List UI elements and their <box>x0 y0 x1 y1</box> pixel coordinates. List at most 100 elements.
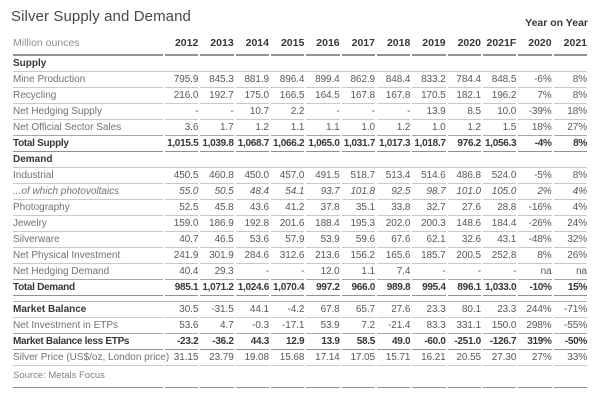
cell-value: 985.1 <box>165 280 199 296</box>
cell-value: 450.0 <box>235 168 269 184</box>
spacer-cell <box>13 296 587 302</box>
section-row: Demand <box>13 152 587 168</box>
cell-value: 8% <box>553 88 587 104</box>
cell-value: 27.6 <box>376 302 410 318</box>
cell-value: 101.0 <box>447 184 481 200</box>
cell-value: 845.3 <box>200 72 234 88</box>
table-row: Net Physical Investment 241.9 301.9 284.6 31… <box>13 248 587 264</box>
cell-value: 55.0 <box>165 184 198 200</box>
cell-value: -26% <box>518 216 552 232</box>
table-row: Net Investment in ETPs 53.6 4.7 -0.3 -17.1 53… <box>13 318 587 334</box>
cell-value: -71% <box>553 302 587 318</box>
column-header: 2016 <box>306 35 340 56</box>
cell-value: 1.1 <box>306 120 340 136</box>
cell-value: 284.6 <box>235 248 269 264</box>
cell-value: 50.5 <box>200 184 234 200</box>
cell-value: -4.2 <box>270 302 304 318</box>
cell-value: 27.30 <box>482 350 516 366</box>
row-label: Total Demand <box>13 280 163 296</box>
cell-value: 53.9 <box>306 318 340 334</box>
cell-value: 23.3 <box>412 302 446 318</box>
cell-value: 19.08 <box>235 350 269 366</box>
bottom-rule-cell <box>306 366 340 388</box>
cell-value: 29.3 <box>200 264 234 280</box>
cell-value: 1.2 <box>447 120 481 136</box>
bottom-rule-cell <box>482 366 517 388</box>
column-header: 2019 <box>412 35 446 56</box>
cell-value: 252.8 <box>482 248 516 264</box>
cell-value: 52.5 <box>165 200 198 216</box>
cell-value: 17.05 <box>341 350 375 366</box>
row-label: Recycling <box>13 88 163 104</box>
cell-value: 8% <box>518 248 552 264</box>
table-row: Total Supply 1,015.5 1,039.8 1,068.7 1,066.2… <box>13 136 587 152</box>
cell-value: 486.8 <box>447 168 481 184</box>
cell-value: 32.6 <box>447 232 481 248</box>
cell-value: -6% <box>518 72 552 88</box>
cell-value: 784.4 <box>447 72 481 88</box>
cell-value: 899.4 <box>306 72 340 88</box>
cell-value: 1,066.2 <box>270 136 305 152</box>
cell-value: 1,065.0 <box>306 136 340 152</box>
cell-value: 1,056.3 <box>482 136 517 152</box>
cell-value: 184.4 <box>482 216 516 232</box>
cell-value: 67.6 <box>376 232 410 248</box>
table-row: Recycling 216.0 192.7 175.0 166.5 164.5 167.8 1… <box>13 88 587 104</box>
cell-value: 1,070.4 <box>270 280 305 296</box>
cell-value: 175.0 <box>235 88 269 104</box>
cell-value: 54.1 <box>270 184 304 200</box>
cell-value: 848.4 <box>376 72 410 88</box>
table-row: Silverware 40.7 46.5 53.6 57.9 53.9 59.6 67.6 62… <box>13 232 587 248</box>
cell-value: 188.4 <box>306 216 340 232</box>
cell-value: 457.0 <box>270 168 304 184</box>
cell-value: 213.6 <box>306 248 340 264</box>
cell-value: 524.0 <box>482 168 516 184</box>
cell-value: - <box>341 104 375 120</box>
cell-value: 92.5 <box>376 184 410 200</box>
cell-value: -21.4 <box>376 318 410 334</box>
cell-value: 40.4 <box>165 264 198 280</box>
cell-value: 30.5 <box>165 302 198 318</box>
cell-value: 1.1 <box>270 120 304 136</box>
table-body: Supply Mine Production 795.9 845.3 881.9 896.… <box>13 56 587 388</box>
cell-value: 32% <box>553 232 587 248</box>
section-label: Supply <box>13 56 587 72</box>
table-row: Jewelry 159.0 186.9 192.8 201.6 188.4 195.3 202… <box>13 216 587 232</box>
cell-value: 105.0 <box>482 184 516 200</box>
table-row: Net Hedging Demand 40.4 29.3- -12.0 1.1 7.4- -… <box>13 264 587 280</box>
cell-value: 966.0 <box>341 280 375 296</box>
page-title: Silver Supply and Demand <box>11 8 191 25</box>
cell-value: 10.0 <box>482 104 516 120</box>
table-row: Net Official Sector Sales 3.6 1.7 1.2 1.1 1.1… <box>13 120 587 136</box>
table-row: Market Balance less ETPs -23.2 -36.2 44.3 12… <box>13 334 587 350</box>
cell-value: 67.8 <box>306 302 340 318</box>
bottom-rule-cell <box>376 366 411 388</box>
cell-value: 216.0 <box>165 88 198 104</box>
row-label: Net Investment in ETPs <box>13 318 163 334</box>
column-header: 2020 <box>447 35 481 56</box>
cell-value: -4% <box>518 136 552 152</box>
cell-value: 40.7 <box>165 232 198 248</box>
cell-value: 244% <box>518 302 552 318</box>
cell-value: 1,018.7 <box>412 136 446 152</box>
cell-value: 164.5 <box>306 88 340 104</box>
table-row: Market Balance 30.5 -31.5 44.1 -4.2 67.8 65.7 2… <box>13 302 587 318</box>
table-row: Photography 52.5 45.8 43.6 41.2 37.8 35.1 33.8 3… <box>13 200 587 216</box>
bottom-rule-cell <box>270 366 305 388</box>
cell-value: 200.5 <box>447 248 481 264</box>
cell-value: 17.14 <box>306 350 340 366</box>
table-row: Industrial 450.5 460.8 450.0 457.0 491.5 518.7… <box>13 168 587 184</box>
cell-value: 7% <box>518 88 552 104</box>
cell-value: - <box>412 264 446 280</box>
cell-value: 1.2 <box>235 120 269 136</box>
cell-value: 8% <box>553 72 587 88</box>
cell-value: 167.8 <box>376 88 410 104</box>
cell-value: 80.1 <box>447 302 481 318</box>
cell-value: - <box>306 104 340 120</box>
cell-value: 795.9 <box>165 72 198 88</box>
cell-value: 301.9 <box>200 248 234 264</box>
row-label: Silver Price (US$/oz, London price) <box>13 350 169 366</box>
source-label: Source: Metals Focus <box>13 366 163 388</box>
section-label: Demand <box>13 152 587 168</box>
cell-value: 13.9 <box>306 334 340 350</box>
